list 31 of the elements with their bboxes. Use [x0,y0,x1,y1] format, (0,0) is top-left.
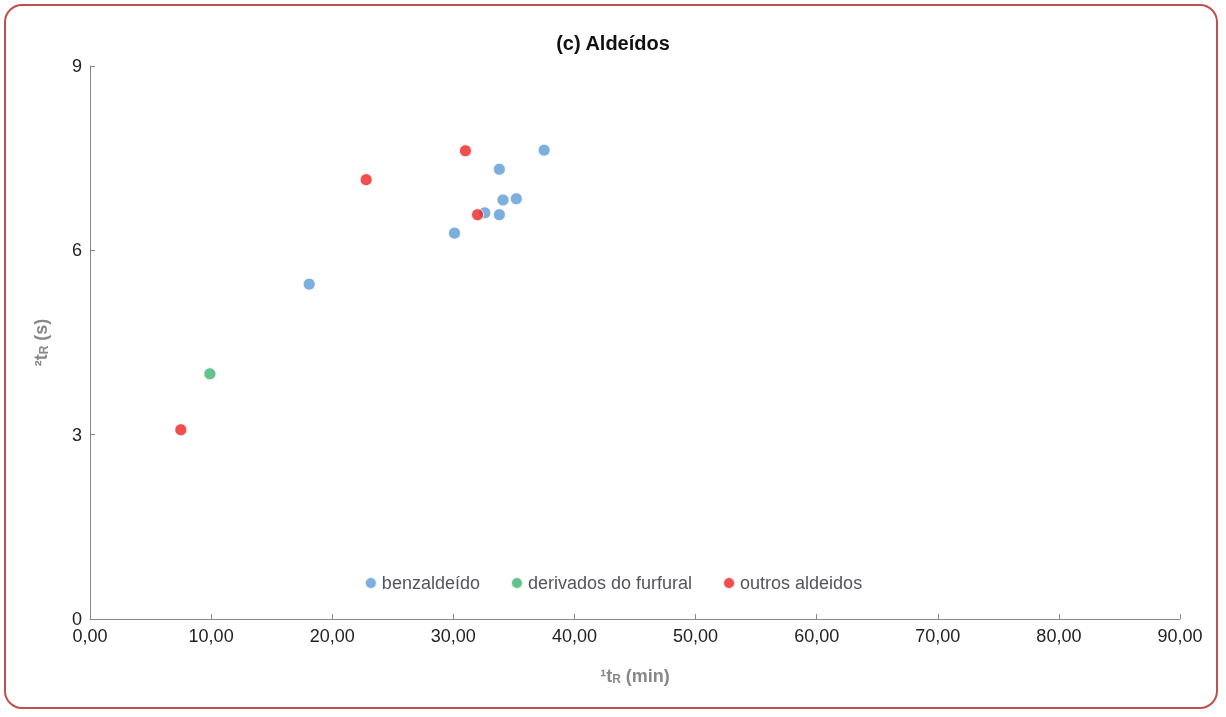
x-tick-label: 10,00 [188,626,234,646]
point [492,162,506,176]
legend-label: derivados do furfural [527,573,693,593]
x-axis-title: ¹tR (min) [600,666,670,686]
point [359,173,373,187]
x-tick-label: 0,00 [72,626,108,646]
x-tick-label: 70,00 [915,626,961,646]
point [458,144,472,158]
x-tick-label: 20,00 [309,626,355,646]
y-tick-label: 0 [71,609,82,629]
point [537,143,551,157]
chart-title: (c) Aldeídos [556,32,670,54]
x-tick-label: 80,00 [1036,626,1082,646]
point [203,367,217,381]
y-tick-label: 3 [71,424,82,445]
x-tick-label: 40,00 [551,626,597,646]
point [448,226,462,240]
point [471,208,485,222]
point [302,277,316,291]
point [174,423,188,437]
y-tick-label: 9 [71,56,82,76]
legend-label: outros aldeidos [740,573,863,593]
point [496,193,510,207]
x-tick-label: 60,00 [794,626,840,646]
point [509,192,523,206]
legend-label: benzaldeído [381,573,480,593]
x-tick-label: 50,00 [673,626,719,646]
y-tick-label: 6 [71,240,82,261]
point [492,208,506,222]
x-tick-label: 30,00 [430,626,476,646]
x-tick-label: 90,00 [1157,626,1203,646]
